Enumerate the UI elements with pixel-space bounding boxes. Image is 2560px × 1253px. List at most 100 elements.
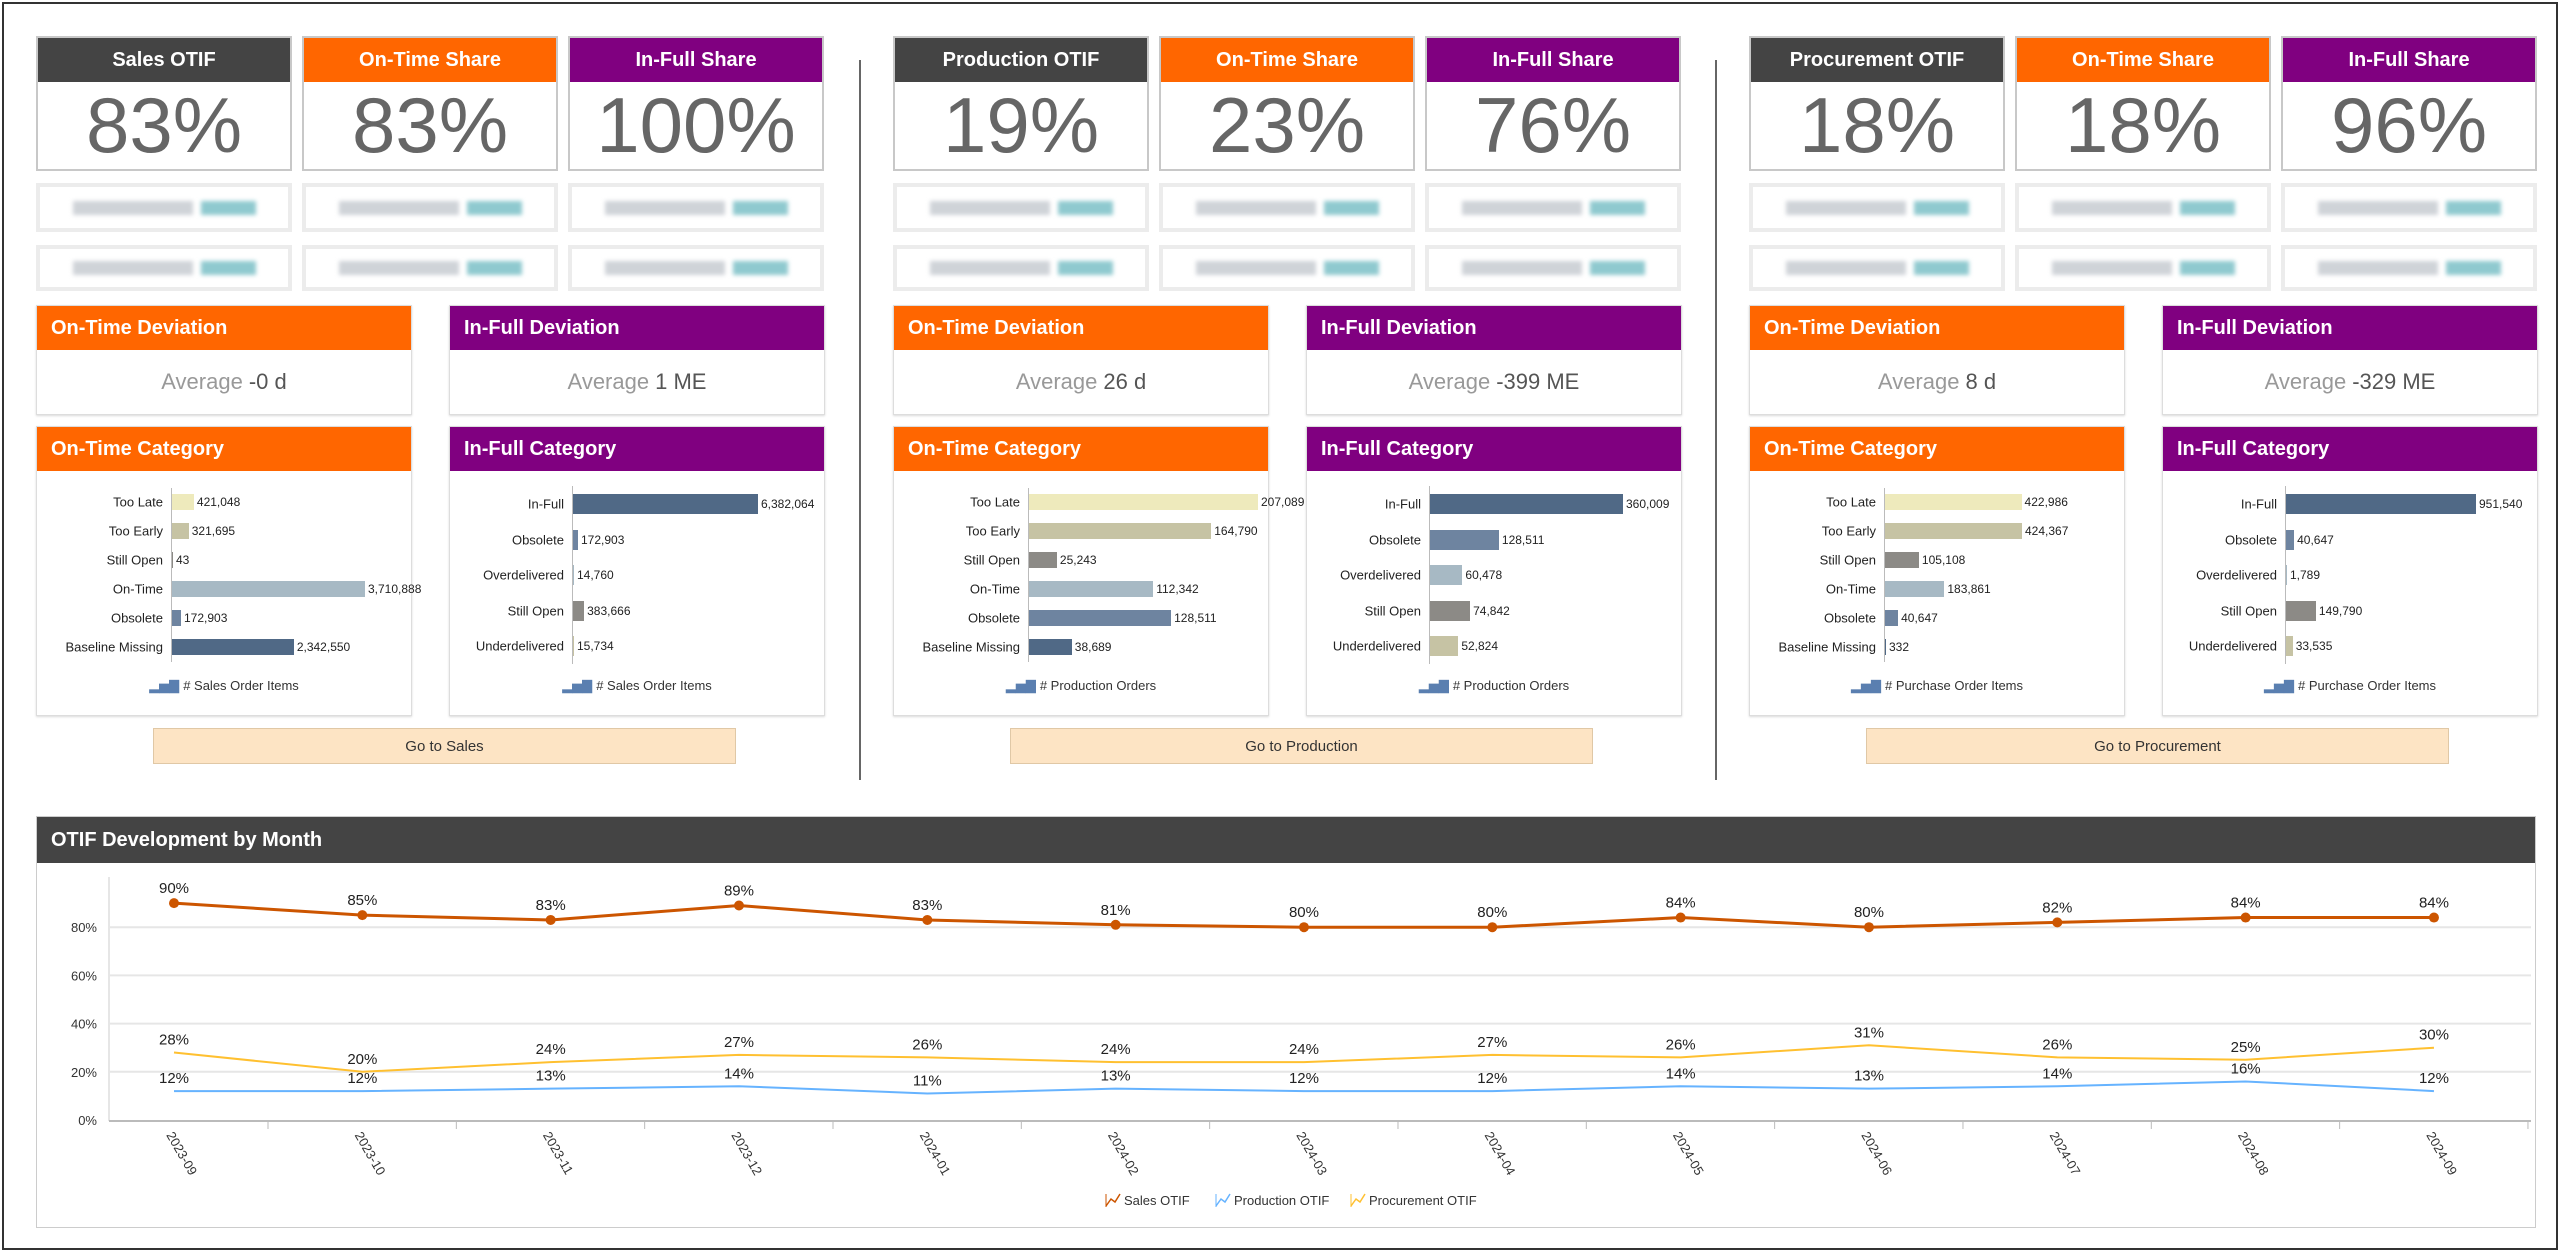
bar[interactable] xyxy=(2286,600,2316,621)
bar[interactable] xyxy=(1430,600,1471,621)
bar[interactable] xyxy=(573,494,758,514)
bar-category-label: Too Early xyxy=(965,523,1020,539)
bar[interactable] xyxy=(172,494,194,510)
bar-chart: In-Full 951,540 Obsolete 40,647 Overdelivere… xyxy=(2163,471,2537,715)
blurred-value xyxy=(466,261,522,275)
kpi-value: 18% xyxy=(2064,81,2222,169)
bar-chart: Too Late 422,986 Too Early 424,367 Still Ope… xyxy=(1750,471,2124,715)
bar-category-label: Overdelivered xyxy=(483,567,564,583)
blurred-label xyxy=(1461,200,1582,215)
on-time-deviation-card: On-Time Deviation Average 8 d xyxy=(1749,305,2125,415)
bar[interactable] xyxy=(1885,639,1886,655)
bar[interactable] xyxy=(1430,529,1499,550)
bar[interactable] xyxy=(172,639,294,655)
data-point[interactable] xyxy=(2428,912,2439,923)
bar[interactable] xyxy=(2286,636,2293,657)
bar[interactable] xyxy=(573,636,574,657)
bar[interactable] xyxy=(1885,581,1945,597)
data-point[interactable] xyxy=(1110,919,1121,930)
bar[interactable] xyxy=(573,600,585,621)
x-tick-label: 2023-10 xyxy=(352,1129,389,1178)
bar-category-label: Obsolete xyxy=(967,610,1020,626)
blurred-value xyxy=(200,261,256,275)
data-point[interactable] xyxy=(1298,922,1309,933)
blurred-label xyxy=(72,200,193,215)
bar-category-label: Baseline Missing xyxy=(65,639,163,655)
y-tick-label: 80% xyxy=(71,920,97,935)
data-point[interactable] xyxy=(1863,922,1874,933)
on-time-deviation-card: On-Time Deviation Average 26 d xyxy=(893,305,1269,415)
legend-item[interactable]: Sales OTIF xyxy=(1105,1193,1190,1208)
data-point[interactable] xyxy=(1487,922,1498,933)
data-label: 14% xyxy=(724,1065,754,1082)
go-to-production-button[interactable]: Go to Production xyxy=(1010,728,1593,764)
bar[interactable] xyxy=(1885,523,2022,539)
blurred-metric xyxy=(893,245,1149,291)
bar-value-label: 321,695 xyxy=(191,524,236,538)
bar[interactable] xyxy=(172,523,189,539)
bar[interactable] xyxy=(2286,494,2476,514)
bar[interactable] xyxy=(2286,565,2287,586)
data-point[interactable] xyxy=(1675,912,1686,923)
bar-category-label: Too Late xyxy=(970,494,1020,510)
bar-axis xyxy=(171,487,172,662)
average-value: -399 ME xyxy=(1496,369,1580,394)
kpi-title: In-Full Share xyxy=(570,38,822,82)
bar-axis xyxy=(1884,487,1885,662)
data-label: 30% xyxy=(2419,1027,2449,1044)
bar-category-label: On-Time xyxy=(1825,581,1876,597)
data-label: 80% xyxy=(1289,904,1319,921)
data-point[interactable] xyxy=(2052,917,2063,928)
chart-legend: ▂▅▇ # Sales Order Items xyxy=(37,678,411,694)
data-point[interactable] xyxy=(922,914,933,925)
bar[interactable] xyxy=(1885,494,2022,510)
bar[interactable] xyxy=(1430,494,1623,514)
legend-label: # Production Orders xyxy=(1452,678,1570,693)
blurred-value xyxy=(1057,261,1113,275)
kpi-card: Sales OTIF 83% xyxy=(36,36,292,171)
kpi-title: On-Time Share xyxy=(2017,38,2269,82)
bar[interactable] xyxy=(172,581,365,597)
bar-value-label: 14,760 xyxy=(577,568,614,583)
bar[interactable] xyxy=(1029,494,1258,510)
bar[interactable] xyxy=(1885,610,1899,626)
data-point[interactable] xyxy=(2240,912,2251,923)
bar[interactable] xyxy=(1029,610,1172,626)
data-point[interactable] xyxy=(545,914,556,925)
bar-value-label: 164,790 xyxy=(1214,524,1258,538)
average-label: Average xyxy=(1877,369,1960,394)
bar[interactable] xyxy=(2286,529,2295,550)
card-title: On-Time Deviation xyxy=(1750,306,2124,350)
bar[interactable] xyxy=(1430,565,1463,586)
card-title: On-Time Category xyxy=(37,427,411,471)
bar[interactable] xyxy=(1885,552,1919,568)
card-title: On-Time Deviation xyxy=(37,306,411,350)
on-time-category-card: On-Time Category Too Late 207,089 Too Early… xyxy=(893,426,1304,716)
average-value: 8 d xyxy=(1965,369,1997,394)
bar[interactable] xyxy=(172,610,181,626)
y-tick-label: 40% xyxy=(71,1017,97,1032)
x-tick-label: 2024-07 xyxy=(2047,1129,2084,1178)
bar[interactable] xyxy=(1029,639,1072,655)
data-point[interactable] xyxy=(733,900,744,911)
bar[interactable] xyxy=(573,565,574,586)
data-point[interactable] xyxy=(169,898,179,909)
bar[interactable] xyxy=(172,552,173,568)
legend-item[interactable]: Procurement OTIF xyxy=(1350,1193,1477,1208)
bar-chart-icon: ▂▅▇ xyxy=(1005,678,1036,693)
bar-category-label: In-Full xyxy=(527,496,564,512)
bar[interactable] xyxy=(1029,581,1154,597)
go-to-procurement-button[interactable]: Go to Procurement xyxy=(1866,728,2449,764)
legend-item[interactable]: Production OTIF xyxy=(1215,1193,1329,1208)
bar[interactable] xyxy=(1029,552,1057,568)
bar-category-label: Still Open xyxy=(1819,552,1876,568)
bar-value-label: 183,861 xyxy=(1947,582,1991,596)
data-point[interactable] xyxy=(357,910,368,921)
kpi-title: Sales OTIF xyxy=(38,38,290,82)
blurred-label xyxy=(2317,200,2438,215)
go-to-sales-button[interactable]: Go to Sales xyxy=(153,728,736,764)
bar-category-label: Overdelivered xyxy=(2196,567,2277,583)
bar[interactable] xyxy=(1430,636,1459,657)
bar[interactable] xyxy=(573,529,578,550)
bar[interactable] xyxy=(1029,523,1212,539)
